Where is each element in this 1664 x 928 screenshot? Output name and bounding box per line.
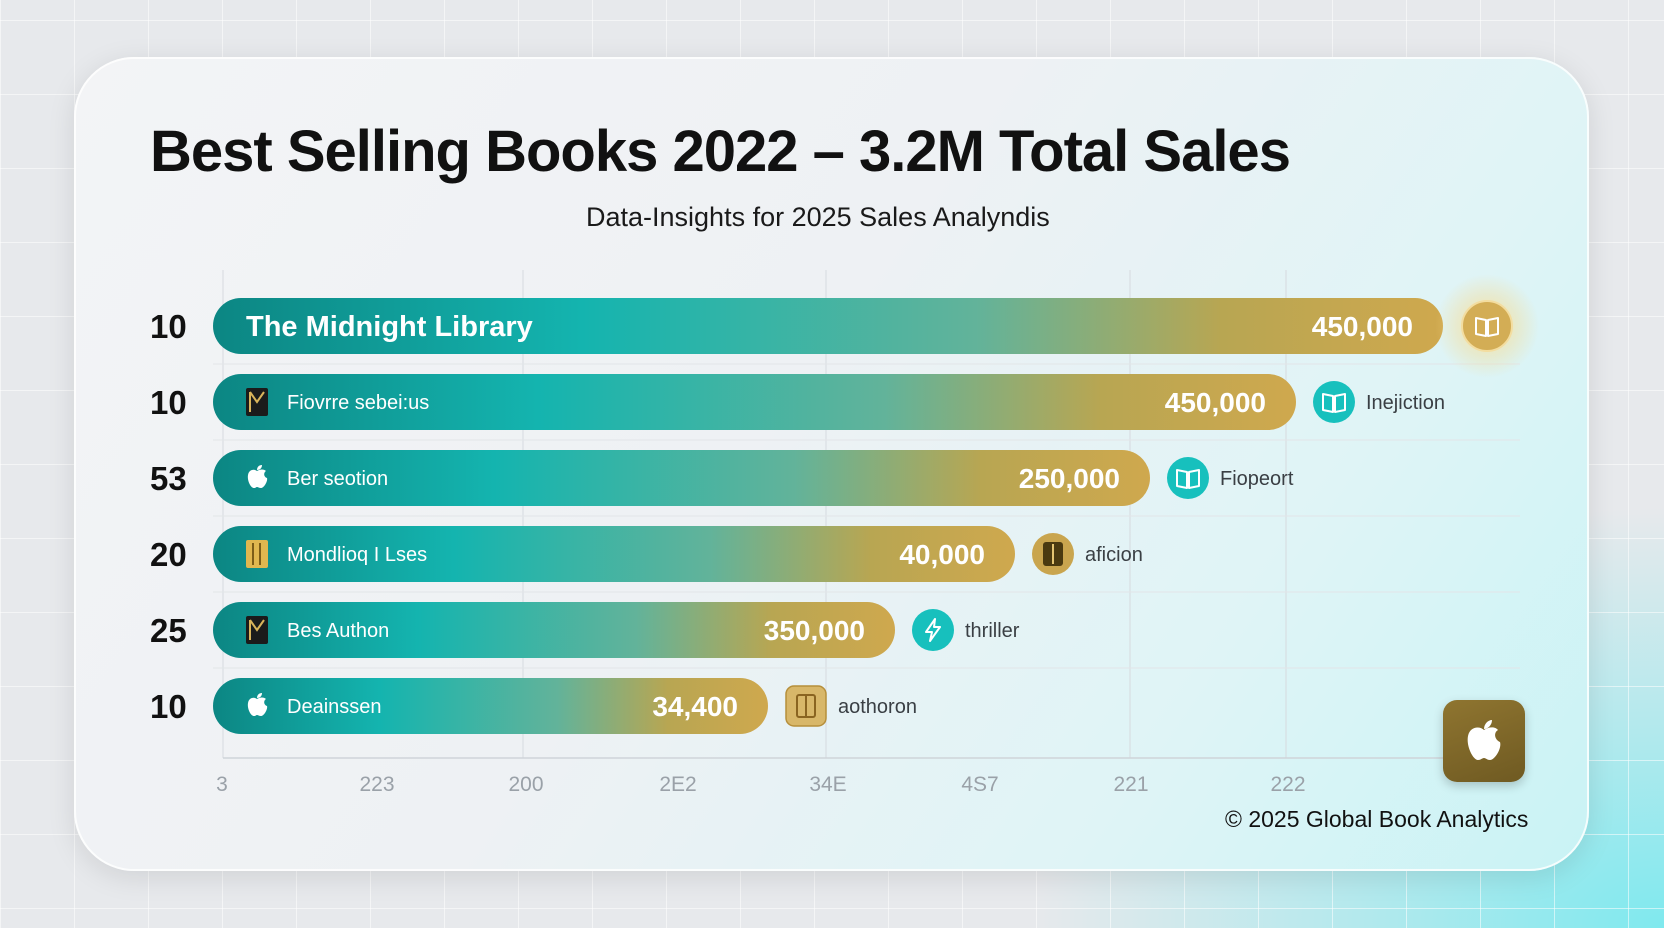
bar-row: 25 Bes Authon 350,000 thriller	[150, 602, 1020, 658]
chart-title: Best Selling Books 2022 – 3.2M Total Sal…	[150, 119, 1291, 184]
book-title-label: The Midnight Library	[246, 311, 533, 343]
open-book-icon	[1322, 393, 1346, 413]
bar	[213, 526, 1015, 582]
bar	[213, 450, 1150, 506]
lightning-icon	[925, 618, 941, 642]
genre-badge	[1435, 274, 1539, 378]
genre-badge: thriller	[912, 609, 1020, 651]
apple-icon	[1467, 720, 1501, 760]
apple-leaf	[257, 693, 262, 698]
open-book-shape	[1322, 393, 1346, 413]
rank-label: 53	[150, 460, 187, 497]
rank-label: 10	[150, 308, 187, 345]
genre-label: aothoron	[838, 696, 917, 718]
book-mark	[249, 619, 265, 632]
bar-row: 10 Deainssen 34,400 aothoron	[150, 678, 917, 734]
apple-shape	[247, 469, 268, 488]
book-icon	[796, 694, 816, 718]
book-title-label: Bes Authon	[287, 620, 389, 642]
x-tick-label: 221	[1113, 773, 1148, 796]
genre-badge: Fiopeort	[1167, 457, 1294, 499]
book-mark	[249, 391, 265, 404]
x-tick-label: 2E2	[659, 773, 696, 796]
book-gold-icon	[246, 540, 268, 568]
book-dark-icon	[246, 616, 268, 644]
apple-shape	[247, 697, 268, 716]
bar	[213, 678, 768, 734]
x-tick-label: 223	[359, 773, 394, 796]
value-label: 450,000	[1312, 311, 1413, 342]
genre-label: thriller	[965, 620, 1020, 642]
bar	[213, 602, 895, 658]
bar-row: 10 The Midnight Library 450,000	[150, 274, 1539, 378]
rank-label: 10	[150, 384, 187, 421]
open-book-icon	[1475, 317, 1499, 337]
value-label: 34,400	[652, 691, 738, 722]
bar-row: 53 Ber seotion 250,000 Fiopeort	[150, 450, 1294, 506]
x-tick-label: 3	[216, 773, 228, 796]
genre-label: Fiopeort	[1220, 468, 1294, 490]
bar	[213, 298, 1443, 354]
apple-icon	[247, 465, 268, 488]
genre-label: aficion	[1085, 544, 1143, 566]
value-label: 350,000	[764, 615, 865, 646]
bar-row: 20 Mondlioq I Lses 40,000 aficion	[150, 526, 1143, 582]
open-book-shape	[1176, 469, 1200, 489]
book-cover	[246, 540, 268, 568]
genre-badge: Inejiction	[1313, 381, 1445, 423]
copyright-footer: © 2025 Global Book Analytics	[1225, 806, 1529, 832]
bar-row: 10 Fiovrre sebei:us 450,000 Inejiction	[150, 374, 1445, 430]
genre-badge: aothoron	[785, 685, 917, 727]
book-dark-icon	[246, 388, 268, 416]
value-label: 450,000	[1165, 387, 1266, 418]
book-title-label: Mondlioq I Lses	[287, 544, 427, 566]
book-shape	[796, 694, 816, 718]
book-icon	[1043, 542, 1063, 566]
genre-label: Inejiction	[1366, 392, 1445, 414]
value-label: 250,000	[1019, 463, 1120, 494]
badge-circle	[912, 609, 954, 651]
x-tick-label: 222	[1270, 773, 1305, 796]
rank-label: 10	[150, 688, 187, 725]
x-tick-label: 4S7	[961, 773, 998, 796]
chart-subtitle: Data-Insights for 2025 Sales Analyndis	[586, 202, 1050, 232]
apple-leaf	[257, 465, 262, 470]
lightning-shape	[925, 618, 941, 642]
bar	[213, 374, 1296, 430]
open-book-shape	[1475, 317, 1499, 337]
x-tick-label: 34E	[809, 773, 846, 796]
apple-icon	[247, 693, 268, 716]
genre-badge: aficion	[1032, 533, 1143, 575]
book-title-label: Fiovrre sebei:us	[287, 392, 429, 414]
x-tick-label: 200	[508, 773, 543, 796]
book-title-label: Deainssen	[287, 696, 382, 718]
apple-logo-badge	[1443, 700, 1525, 782]
rank-label: 20	[150, 536, 187, 573]
rank-label: 25	[150, 612, 187, 649]
open-book-icon	[1176, 469, 1200, 489]
value-label: 40,000	[899, 539, 985, 570]
book-title-label: Ber seotion	[287, 468, 388, 490]
